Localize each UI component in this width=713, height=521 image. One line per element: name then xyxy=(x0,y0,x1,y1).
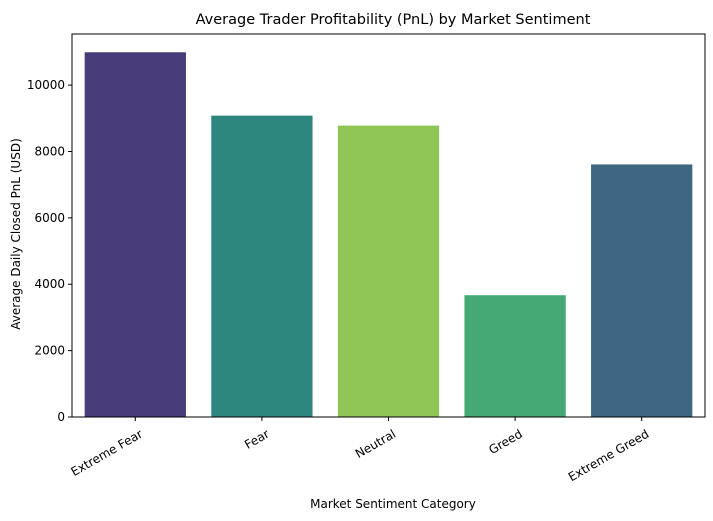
x-tick-label: Neutral xyxy=(353,427,398,461)
chart-title: Average Trader Profitability (PnL) by Ma… xyxy=(196,12,591,28)
y-axis-label: Average Daily Closed PnL (USD) xyxy=(9,138,23,330)
bar-extreme-fear xyxy=(84,52,186,417)
bar-fear xyxy=(211,115,313,417)
y-tick-label: 10000 xyxy=(27,78,65,92)
x-tick-label: Fear xyxy=(242,427,272,452)
x-tick-label: Extreme Fear xyxy=(69,427,146,479)
y-tick-label: 2000 xyxy=(34,344,65,358)
bars-group xyxy=(84,52,693,418)
y-tick-label: 6000 xyxy=(34,211,65,225)
y-axis: 0 2000 4000 6000 8000 10000 xyxy=(27,78,72,424)
bar-neutral xyxy=(337,125,440,418)
x-tick-label: Greed xyxy=(486,427,524,457)
y-tick-label: 4000 xyxy=(34,277,65,291)
y-tick-label: 0 xyxy=(57,410,65,424)
bar-greed xyxy=(464,295,566,417)
x-tick-label: Extreme Greed xyxy=(566,427,652,484)
x-axis-label: Market Sentiment Category xyxy=(310,497,476,511)
bar-extreme-greed xyxy=(591,164,693,417)
x-axis: Extreme Fear Fear Neutral Greed Extreme Gree… xyxy=(69,417,652,484)
y-tick-label: 8000 xyxy=(34,144,65,158)
plot-frame xyxy=(71,33,706,418)
